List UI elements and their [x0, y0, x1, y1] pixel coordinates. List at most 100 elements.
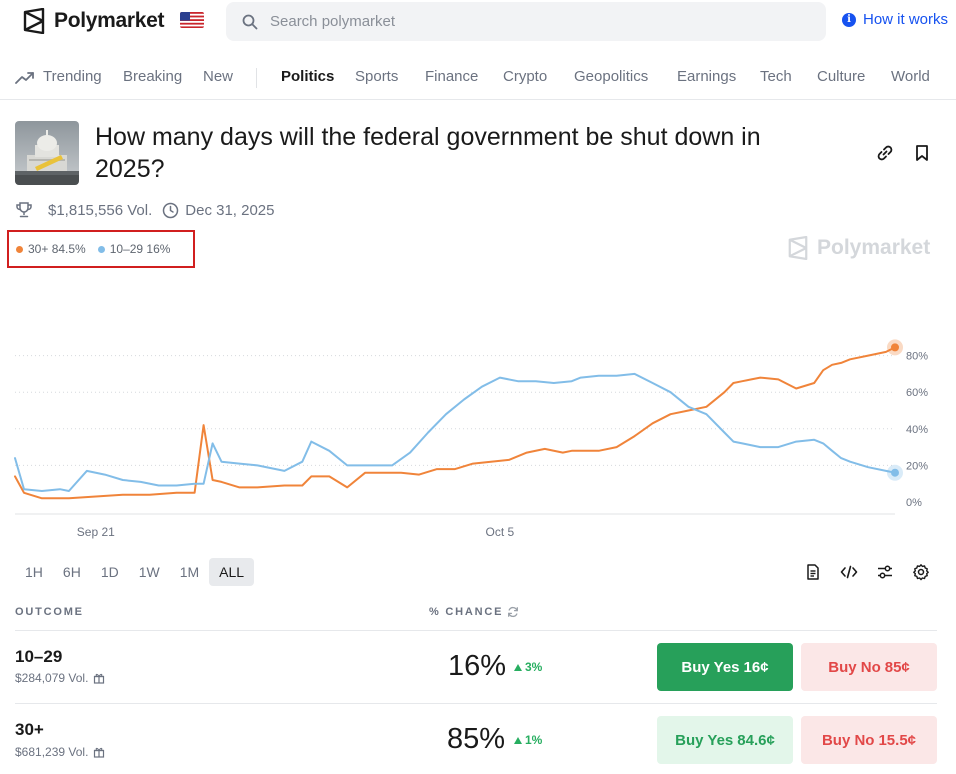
price-chart[interactable]: 0% 20% 40% 60% 80% Sep 21 Oct 5: [0, 280, 956, 550]
market-thumbnail: [15, 121, 79, 185]
chart-watermark: Polymarket: [787, 236, 930, 260]
chance-change-value: 1%: [525, 733, 543, 747]
outcome-chance: 16%: [448, 650, 507, 682]
legend-dot-orange: [16, 245, 23, 253]
copy-link-icon[interactable]: [875, 143, 895, 163]
outcome-volume: $681,239 Vol.: [15, 745, 105, 759]
chance-change-up: 3%: [514, 660, 542, 674]
nav-item-breaking[interactable]: Breaking: [123, 68, 183, 85]
y-tick-label: 20%: [906, 460, 928, 472]
trophy-icon: [16, 202, 32, 218]
y-tick-label: 80%: [906, 351, 928, 363]
search-input[interactable]: [270, 13, 770, 30]
watermark-text: Polymarket: [817, 236, 931, 259]
nav-item-culture[interactable]: Culture: [817, 68, 866, 85]
series-end-point: [891, 468, 899, 477]
nav-item-sports[interactable]: Sports: [355, 68, 399, 85]
outcome-chance: 85%: [447, 723, 506, 755]
triangle-up-icon: [514, 736, 522, 744]
brand-name: Polymarket: [54, 9, 165, 32]
nav-item-tech[interactable]: Tech: [760, 68, 792, 85]
nav-item-earnings[interactable]: Earnings: [677, 68, 737, 85]
legend-dot-blue: [97, 245, 105, 253]
gift-icon: [94, 747, 105, 758]
row-divider: [15, 630, 937, 631]
buy-no-button[interactable]: Buy No 15.5¢: [801, 716, 937, 764]
outcome-name[interactable]: 30+: [15, 720, 44, 739]
legend-label: 10–29 16%: [109, 242, 171, 256]
range-1w-button[interactable]: 1W: [138, 564, 160, 580]
buy-yes-label: Buy Yes: [681, 658, 740, 676]
gift-icon: [94, 673, 105, 684]
legend-item-30plus: 30+ 84.5%: [16, 242, 86, 256]
triangle-up-icon: [514, 663, 522, 671]
legend-label: 30+ 84.5%: [28, 242, 86, 256]
how-it-works-label: How it works: [863, 11, 949, 28]
trending-icon: [15, 72, 34, 84]
sliders-icon[interactable]: [876, 563, 894, 581]
chart-legend: 30+ 84.5% 10–29 16%: [7, 230, 195, 268]
y-tick-label: 60%: [906, 387, 928, 399]
y-tick-label: 0%: [906, 497, 922, 509]
x-tick-label: Sep 21: [77, 525, 115, 539]
buy-no-price: 15.5¢: [878, 731, 917, 749]
search-bar[interactable]: [226, 2, 826, 41]
buy-yes-button[interactable]: Buy Yes 84.6¢: [657, 716, 793, 764]
col-header-outcome: OUTCOME: [15, 606, 84, 618]
series-line-10-29: [14, 372, 896, 492]
y-tick-label: 40%: [906, 424, 928, 436]
chance-change-value: 3%: [525, 660, 543, 674]
nav-divider: [256, 68, 257, 88]
nav-item-crypto[interactable]: Crypto: [503, 68, 548, 85]
range-1d-button[interactable]: 1D: [100, 564, 119, 580]
nav-item-finance[interactable]: Finance: [425, 68, 479, 85]
bookmark-icon[interactable]: [912, 143, 932, 163]
market-meta: $1,815,556 Vol. Dec 31, 2025: [15, 201, 275, 219]
buy-yes-button[interactable]: Buy Yes 16¢: [657, 643, 793, 691]
outcome-volume-value: $284,079 Vol.: [15, 671, 89, 685]
outcome-volume: $284,079 Vol.: [15, 671, 105, 685]
chance-change-up: 1%: [514, 733, 542, 747]
buy-no-price: 85¢: [884, 658, 910, 676]
search-icon: [242, 14, 258, 29]
nav-item-world[interactable]: World: [891, 68, 930, 85]
range-6h-button[interactable]: 6H: [62, 564, 81, 580]
document-icon[interactable]: [804, 563, 822, 581]
outcome-name[interactable]: 10–29: [15, 647, 63, 666]
buy-no-label: Buy No: [821, 731, 875, 749]
info-icon: i: [842, 12, 856, 27]
series-line-30plus: [14, 346, 896, 500]
market-volume: $1,815,556 Vol.: [48, 201, 153, 219]
us-flag-icon[interactable]: [180, 12, 204, 28]
market-end-date: Dec 31, 2025: [185, 201, 275, 219]
gear-icon[interactable]: [912, 563, 930, 581]
polymarket-logo-icon: [23, 8, 45, 34]
nav-item-new[interactable]: New: [203, 68, 234, 85]
refresh-icon[interactable]: [507, 606, 519, 618]
range-all-button[interactable]: ALL: [209, 558, 255, 586]
buy-no-button[interactable]: Buy No 85¢: [801, 643, 937, 691]
time-range-selector: 1H 6H 1D 1W 1M ALL: [15, 558, 255, 586]
buy-yes-label: Buy Yes: [675, 731, 734, 749]
clock-icon: [163, 202, 179, 218]
embed-code-icon[interactable]: [840, 563, 858, 581]
buy-yes-price: 84.6¢: [737, 731, 775, 749]
buy-yes-price: 16¢: [743, 658, 769, 676]
nav-item-geopolitics[interactable]: Geopolitics: [574, 68, 649, 85]
x-tick-label: Oct 5: [486, 525, 515, 539]
how-it-works-link[interactable]: i How it works: [842, 11, 948, 28]
top-header: Polymarket i How it works: [0, 0, 956, 44]
range-1h-button[interactable]: 1H: [25, 564, 43, 580]
legend-item-10-29: 10–29 16%: [97, 242, 171, 256]
polymarket-logo-icon: [788, 236, 808, 260]
row-divider: [15, 703, 937, 704]
buy-no-label: Buy No: [828, 658, 881, 676]
col-header-chance: % CHANCE: [429, 606, 504, 618]
nav-item-politics[interactable]: Politics: [281, 68, 335, 85]
nav-item-trending[interactable]: Trending: [43, 68, 102, 85]
outcome-volume-value: $681,239 Vol.: [15, 745, 89, 759]
range-1m-button[interactable]: 1M: [179, 564, 200, 580]
series-end-point: [891, 343, 899, 352]
brand-logo[interactable]: Polymarket: [22, 8, 165, 34]
market-title: How many days will the federal governmen…: [95, 123, 761, 183]
